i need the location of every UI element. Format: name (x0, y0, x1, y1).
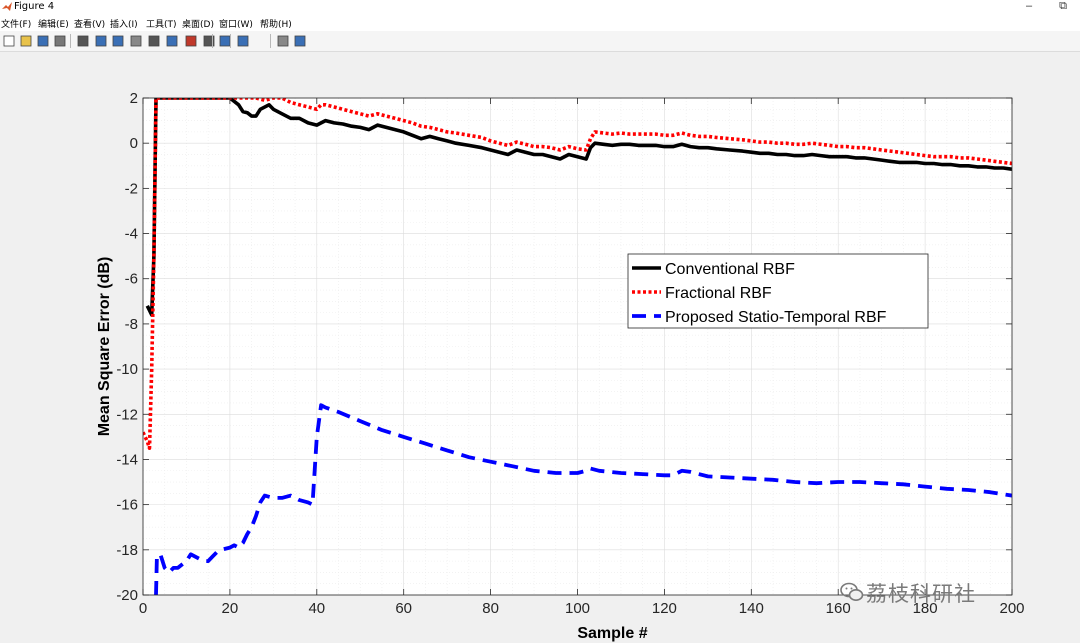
y-tick-label: -8 (125, 316, 138, 333)
series-proposed-rbf (154, 403, 1012, 595)
matlab-icon (2, 2, 12, 11)
chart: 0 20 40 60 80 100 120 140 160 180 20020-2-4-6-8-10… (96, 90, 1025, 642)
menu-item-6[interactable]: 窗口(W) (219, 20, 253, 30)
x-tick-label: 140 (739, 600, 764, 617)
title-bar: Figure 4 – ⧉ (0, 0, 1080, 15)
series-conventional-rbf (145, 98, 1012, 317)
y-tick-label: -2 (125, 180, 138, 197)
y-tick-label: -14 (116, 451, 138, 468)
rotate-icon[interactable] (147, 34, 161, 48)
x-tick-label: 20 (222, 600, 239, 617)
minimize-button[interactable]: – (1025, 0, 1033, 12)
wechat-icon (840, 582, 864, 601)
y-tick-label: -16 (116, 497, 138, 514)
zoom-in-icon[interactable] (94, 34, 108, 48)
grid (142, 97, 1013, 596)
menu-item-2[interactable]: 查看(V) (74, 20, 106, 30)
x-tick-label: 80 (482, 600, 499, 617)
window-title: Figure 4 (14, 1, 55, 12)
dock-icon[interactable] (293, 34, 307, 48)
new-file-icon[interactable] (2, 34, 16, 48)
print-icon[interactable] (53, 34, 67, 48)
x-tick-label: 60 (395, 600, 412, 617)
menu-item-0[interactable]: 文件(F) (1, 20, 32, 30)
y-tick-label: 0 (130, 135, 138, 152)
y-axis-label: Mean Square Error (dB) (96, 257, 113, 437)
legend-label-1: Fractional RBF (665, 285, 772, 302)
restore-button[interactable]: ⧉ (1059, 0, 1067, 12)
menu-item-1[interactable]: 编辑(E) (38, 20, 69, 30)
series-fractional-rbf (143, 98, 1012, 451)
save-icon[interactable] (36, 34, 50, 48)
legend: Conventional RBF Fractional RBF Proposed S… (627, 253, 929, 329)
zoom-out-icon[interactable] (111, 34, 125, 48)
link-icon[interactable] (202, 34, 216, 48)
watermark-text: 荔枝科研社 (866, 582, 976, 606)
data-cursor-icon[interactable] (165, 34, 179, 48)
y-tick-label: -12 (116, 406, 138, 423)
open-file-icon[interactable] (19, 34, 33, 48)
x-tick-label: 0 (139, 600, 147, 617)
menu-bar: 文件(F) 编辑(E) 查看(V) 插入(I) 工具(T) 桌面(D) 窗口(W) 帮助(H) (0, 15, 1080, 31)
brush-icon[interactable] (184, 34, 198, 48)
x-tick-label: 100 (565, 600, 590, 617)
toolbar-separator (230, 34, 231, 48)
pan-icon[interactable] (129, 34, 143, 48)
toolbar-separator (212, 34, 213, 48)
hide-tools-icon[interactable] (276, 34, 290, 48)
y-tick-label: -18 (116, 542, 138, 559)
menu-item-7[interactable]: 帮助(H) (260, 20, 292, 30)
legend-label-2: Proposed Statio-Temporal RBF (665, 309, 887, 326)
y-tick-label: 2 (130, 90, 138, 107)
x-tick-label: 200 (999, 600, 1024, 617)
menu-item-3[interactable]: 插入(I) (110, 20, 138, 30)
x-tick-label: 40 (308, 600, 325, 617)
figure-canvas: 0 20 40 60 80 100 120 140 160 180 200 2 0 -2 -4 -6 -8 -10… (0, 52, 1080, 643)
menu-item-4[interactable]: 工具(T) (146, 20, 177, 30)
menu-item-5[interactable]: 桌面(D) (182, 20, 214, 30)
pointer-icon[interactable] (76, 34, 90, 48)
x-tick-label: 120 (652, 600, 677, 617)
y-tick-label: -20 (116, 587, 138, 604)
y-tick-label: -6 (125, 271, 138, 288)
series-group (143, 98, 1012, 595)
toolbar-separator (270, 34, 271, 48)
toolbar-separator (70, 34, 71, 48)
y-tick-label: -4 (125, 226, 138, 243)
legend-label-0: Conventional RBF (665, 261, 795, 278)
figure-toolbar (0, 31, 1080, 52)
legend-icon[interactable] (236, 34, 250, 48)
legend-box (627, 253, 929, 329)
x-axis-label: Sample # (577, 625, 647, 642)
x-tick-label: 180 (913, 600, 938, 617)
x-tick-label: 160 (826, 600, 851, 617)
y-tick-label: -10 (116, 361, 138, 378)
